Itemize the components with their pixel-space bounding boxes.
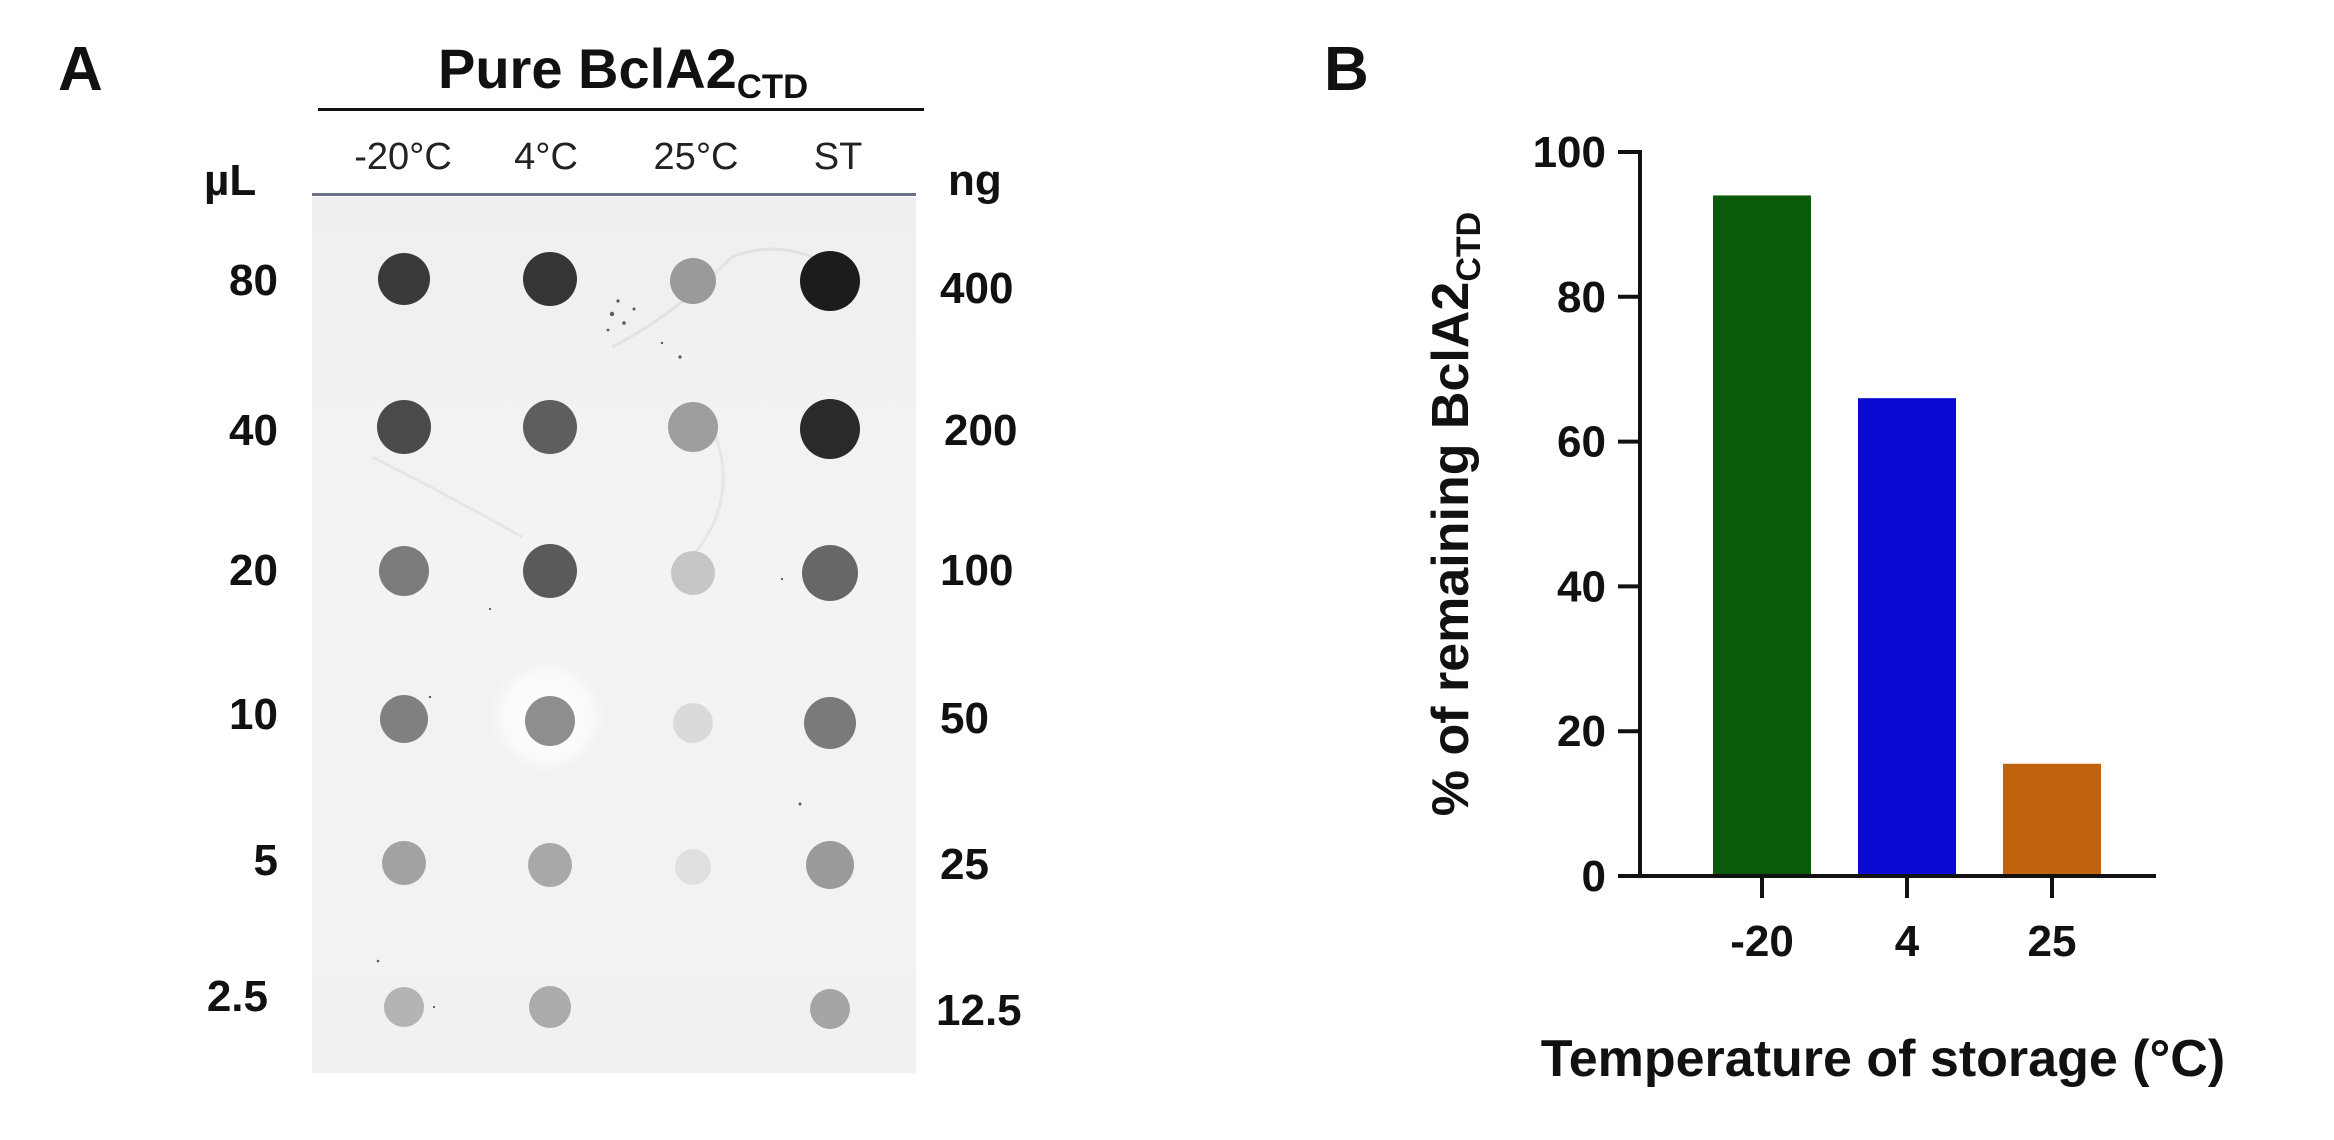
- blot-title-subscript: CTD: [736, 67, 809, 106]
- blot-dot: [668, 402, 718, 452]
- blot-dot: [523, 544, 577, 598]
- y-axis-label: % of remaining BclA2CTD: [1422, 212, 1488, 816]
- blot-dot: [802, 545, 858, 601]
- volume-label-10: 10: [229, 690, 278, 739]
- blot-dot: [528, 843, 572, 887]
- x-axis-ticks: -20 4 25: [1730, 876, 2076, 966]
- column-header-underline: [312, 193, 916, 196]
- volume-label-20: 20: [229, 546, 278, 595]
- x-axis-label: Temperature of storage (°C): [1541, 1030, 2225, 1088]
- bar: [1858, 398, 1956, 876]
- blot-title-main: Pure BclA2: [438, 37, 737, 100]
- blot-dot: [671, 551, 715, 595]
- blot-dot: [670, 258, 716, 304]
- y-tick-label: 100: [1533, 128, 1606, 177]
- blot-dot: [523, 252, 577, 306]
- bar: [2003, 763, 2101, 876]
- amount-label-100: 100: [940, 546, 1014, 595]
- blot-dot: [675, 849, 711, 885]
- blot-dot: [806, 841, 854, 889]
- volume-label-40: 40: [229, 406, 278, 455]
- blot-dot: [800, 251, 860, 311]
- dot-blot-image: [371, 247, 860, 1029]
- column-header-st: ST: [813, 136, 863, 178]
- x-tick-label: 4: [1895, 917, 1920, 966]
- blot-dot: [525, 696, 575, 746]
- blot-dot: [384, 987, 424, 1027]
- amount-unit-label: ng: [948, 156, 1002, 205]
- blot-title-underline: [318, 108, 924, 111]
- volume-label-5: 5: [253, 836, 278, 885]
- blot-dot: [529, 986, 571, 1028]
- blot-dot: [523, 400, 577, 454]
- amount-label-50: 50: [940, 694, 989, 743]
- volume-label-80: 80: [229, 256, 278, 305]
- y-axis-label-subscript: CTD: [1450, 212, 1488, 282]
- panel-a-letter: A: [58, 35, 103, 104]
- y-axis-ticks: 0 20 40 60 80 100: [1533, 128, 1640, 901]
- bar: [1713, 195, 1811, 876]
- blot-dot: [800, 399, 860, 459]
- blot-dot: [804, 697, 856, 749]
- y-axis-label-main: % of remaining BclA2: [1422, 282, 1480, 817]
- y-tick-label: 0: [1582, 852, 1606, 901]
- dot-blot-membrane: [312, 197, 916, 1073]
- column-header-minus20: -20°C: [354, 136, 452, 178]
- blot-dot: [382, 841, 426, 885]
- amount-label-25: 25: [940, 840, 989, 889]
- blot-title: Pure BclA2CTD: [438, 36, 808, 106]
- blot-dot: [380, 695, 428, 743]
- amount-label-200: 200: [944, 406, 1018, 455]
- membrane-specks: [376, 299, 802, 1009]
- blot-dot: [378, 253, 430, 305]
- y-tick-label: 80: [1557, 273, 1606, 322]
- volume-unit-label: µL: [204, 156, 257, 205]
- panel-b-letter: B: [1324, 35, 1369, 104]
- x-tick-label: 25: [2028, 917, 2077, 966]
- membrane-smudge: [611, 247, 833, 349]
- y-tick-label: 20: [1557, 707, 1606, 756]
- amount-label-400: 400: [940, 264, 1014, 313]
- blot-dot: [810, 989, 850, 1029]
- bar-chart: 0 20 40 60 80 100 -20 4 25 % of remaining BclA2…: [1422, 128, 2225, 1088]
- y-tick-label: 40: [1557, 562, 1606, 611]
- amount-label-12-5: 12.5: [936, 986, 1022, 1035]
- y-tick-label: 60: [1557, 418, 1606, 467]
- bars: [1713, 195, 2101, 876]
- volume-label-2-5: 2.5: [206, 972, 268, 1021]
- membrane-smudge: [371, 455, 523, 539]
- column-header-4: 4°C: [514, 136, 578, 178]
- blot-dot: [377, 400, 431, 454]
- x-tick-label: -20: [1730, 917, 1794, 966]
- column-header-25: 25°C: [653, 136, 739, 178]
- blot-dot: [379, 546, 429, 596]
- membrane-smudge: [690, 426, 725, 558]
- blot-dot: [673, 703, 713, 743]
